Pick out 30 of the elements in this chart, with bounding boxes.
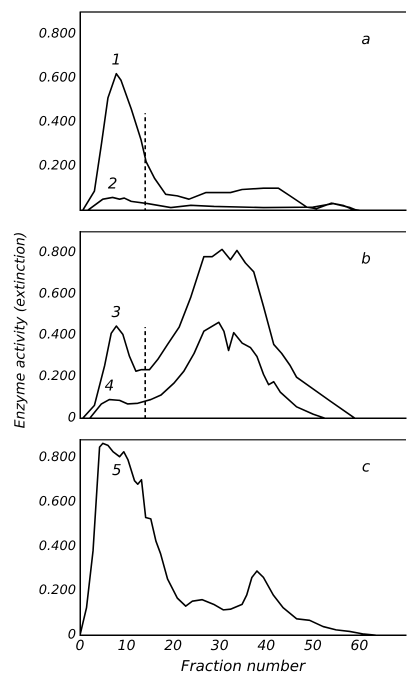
y-tick-label: 0.600: [38, 494, 76, 510]
y-tick-label: 0.200: [38, 583, 76, 598]
y-tick-label: 0.400: [38, 328, 76, 343]
y-tick-label: 0.800: [38, 26, 76, 42]
x-tick-label: 60: [350, 638, 368, 654]
series-label: 5: [112, 461, 122, 480]
x-tick-label: 50: [304, 638, 322, 654]
series-label: 3: [112, 302, 122, 321]
x-tick-label: 20: [164, 638, 182, 654]
x-tick-label: 10: [118, 638, 136, 654]
annotation: c: [362, 458, 371, 476]
x-tick-label: 30: [210, 638, 229, 654]
y-tick-label: 0.400: [38, 114, 76, 130]
y-tick-label: 0.200: [38, 369, 76, 384]
x-tick-label: 40: [257, 638, 276, 654]
y-tick-label: 0.600: [38, 70, 76, 86]
y-tick-label: 0.800: [38, 450, 76, 465]
y-tick-label: 0.600: [38, 286, 76, 302]
y-tick-label: 0.400: [38, 538, 76, 554]
y-axis-title: Enzyme activity (extinction): [12, 232, 28, 428]
series-label: 1: [112, 50, 122, 69]
series-label: 4: [104, 376, 114, 394]
y-tick-label: 0: [68, 410, 76, 426]
annotation: b: [361, 250, 371, 268]
annotation: a: [361, 30, 371, 48]
y-tick-label: 0.800: [38, 244, 76, 260]
y-tick-label: 0: [68, 628, 76, 643]
y-tick-label: 0.200: [38, 158, 76, 174]
series-label: 2: [108, 174, 118, 192]
x-axis-title: Fraction number: [180, 656, 306, 675]
